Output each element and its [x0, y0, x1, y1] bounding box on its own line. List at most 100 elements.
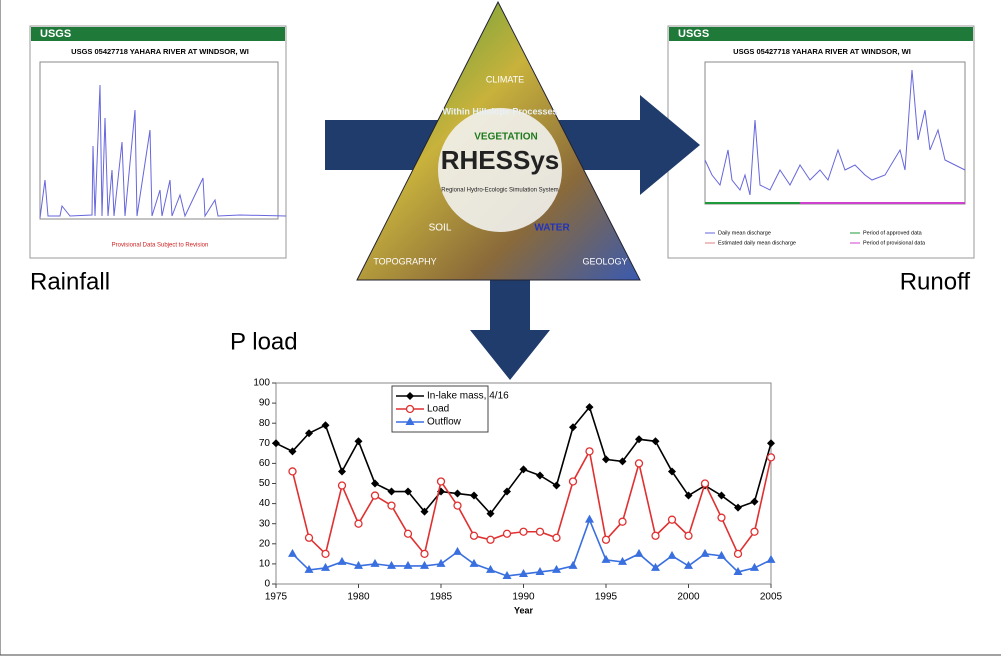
- marker: [536, 471, 544, 480]
- marker: [403, 529, 413, 538]
- decorative-series: [704, 69, 966, 196]
- panel-title: USGS 05427718 YAHARA RIVER AT WINDSOR, W…: [733, 47, 911, 56]
- hub-subtitle: Regional Hydro-Ecologic Simulation Syste…: [441, 188, 558, 194]
- marker: [305, 429, 313, 438]
- logo: USGS: [678, 28, 709, 40]
- hub: [438, 108, 562, 232]
- hub-title: RHESSys: [441, 145, 560, 175]
- arc-label: Within Hillslope Processes: [443, 106, 558, 116]
- marker: [469, 558, 479, 567]
- x-tick-label: 1980: [347, 592, 370, 603]
- marker: [337, 481, 347, 490]
- marker: [667, 550, 677, 559]
- legend-label: Outflow: [427, 417, 462, 428]
- runoff-panel: USGS USGS 05427718 YAHARA RIVER AT WINDS…: [667, 25, 975, 259]
- panel-legend: Daily mean discharge Estimated daily mea…: [705, 230, 926, 246]
- logo: USGS: [40, 28, 71, 40]
- legend-label: Estimated daily mean discharge: [718, 240, 796, 246]
- marker: [370, 491, 380, 500]
- marker: [717, 491, 726, 500]
- marker: [700, 479, 710, 488]
- rhessys-triangle: RHESSys Regional Hydro-Ecologic Simulati…: [356, 0, 641, 281]
- marker: [387, 560, 396, 569]
- marker: [601, 535, 611, 544]
- marker: [354, 560, 363, 569]
- corner-label: WATER: [534, 223, 570, 234]
- marker: [420, 560, 429, 569]
- marker: [469, 531, 479, 540]
- corner-label: GEOLOGY: [582, 256, 627, 266]
- marker: [602, 455, 610, 464]
- marker: [486, 564, 495, 573]
- marker: [618, 517, 627, 526]
- corner-label: TOPOGRAPHY: [373, 256, 436, 266]
- marker: [519, 465, 528, 474]
- label: P load: [230, 328, 298, 355]
- x-tick-label: 1975: [265, 592, 288, 603]
- label: Rainfall: [30, 268, 110, 295]
- marker: [684, 531, 693, 540]
- marker: [750, 562, 759, 571]
- legend-label: Period of approved data: [863, 230, 923, 236]
- y-tick-label: 40: [259, 498, 271, 509]
- x-axis-label: Year: [514, 605, 534, 615]
- corner-label: CLIMATE: [486, 74, 524, 84]
- marker: [354, 437, 363, 446]
- y-tick-label: 100: [253, 378, 270, 389]
- y-tick-label: 60: [259, 458, 271, 469]
- marker: [420, 549, 429, 558]
- marker: [684, 560, 693, 569]
- marker: [519, 527, 528, 536]
- marker: [321, 421, 330, 430]
- label: Runoff: [900, 268, 971, 295]
- marker: [371, 479, 379, 488]
- plot-area: [275, 382, 772, 585]
- marker: [585, 447, 594, 456]
- rainfall-panel: USGS USGS 05427718 YAHARA RIVER AT WINDS…: [29, 25, 287, 259]
- legend-marker: [405, 404, 415, 414]
- marker: [272, 439, 280, 448]
- marker: [651, 437, 660, 446]
- legend-label: Daily mean discharge: [718, 230, 771, 236]
- marker: [601, 554, 611, 563]
- marker: [750, 527, 759, 536]
- legend: In-lake mass, 4/16 Load Outflow: [391, 385, 509, 433]
- marker: [766, 554, 776, 563]
- marker: [519, 568, 528, 577]
- marker: [552, 564, 561, 573]
- y-tick-label: 70: [259, 438, 271, 449]
- marker: [503, 487, 511, 496]
- marker: [569, 423, 577, 432]
- series-line: [291, 517, 772, 577]
- marker: [288, 548, 297, 557]
- marker: [436, 558, 446, 567]
- y-tick-label: 50: [259, 478, 271, 489]
- marker: [387, 487, 396, 496]
- marker: [634, 548, 644, 557]
- marker: [387, 501, 396, 510]
- marker: [733, 566, 743, 575]
- x-tick-label: 1995: [595, 592, 618, 603]
- marker: [618, 556, 627, 565]
- marker: [734, 503, 742, 512]
- marker: [651, 562, 660, 571]
- marker: [618, 457, 627, 466]
- marker: [486, 535, 495, 544]
- marker: [337, 556, 347, 565]
- marker: [486, 509, 495, 518]
- marker: [535, 566, 545, 575]
- marker: [552, 533, 561, 542]
- marker: [321, 549, 330, 558]
- marker: [552, 481, 561, 490]
- plot-frame: [39, 61, 279, 220]
- marker: [288, 447, 297, 456]
- panel-note: Provisional Data Subject to Revision: [112, 243, 209, 249]
- y-tick-label: 20: [259, 538, 271, 549]
- marker: [684, 491, 693, 500]
- x-tick-label: 2000: [677, 592, 700, 603]
- arrow: [470, 270, 550, 380]
- marker: [436, 477, 446, 486]
- marker: [766, 453, 776, 462]
- corner-label: VEGETATION: [474, 132, 538, 143]
- marker: [733, 549, 743, 558]
